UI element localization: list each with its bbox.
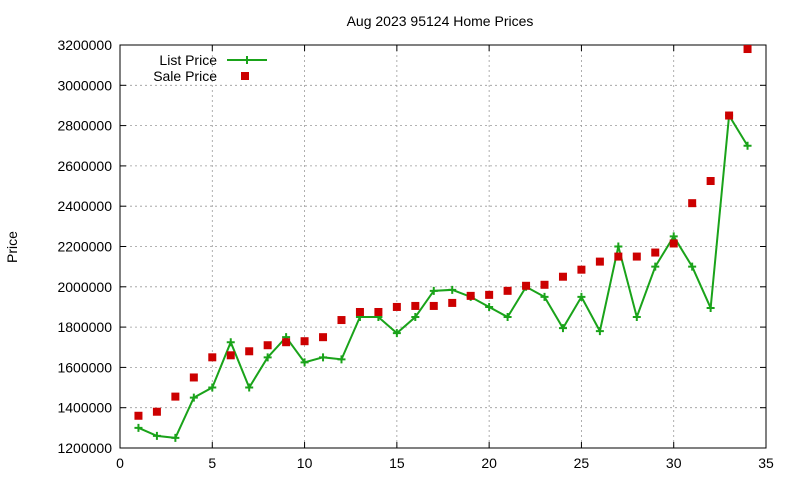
y-tick-label: 2600000 — [57, 158, 112, 174]
sale-price-point — [503, 286, 512, 295]
list-price-point — [743, 141, 752, 150]
y-tick-label: 2800000 — [57, 118, 112, 134]
chart-title: Aug 2023 95124 Home Prices — [347, 13, 534, 29]
sale-price-point — [134, 411, 143, 420]
x-tick-label: 15 — [389, 455, 405, 471]
list-price-point — [189, 393, 198, 402]
y-tick-label: 3000000 — [57, 77, 112, 93]
sale-price-point — [263, 341, 272, 350]
sale-price-point — [688, 199, 697, 208]
y-tick-label: 2400000 — [57, 198, 112, 214]
y-tick-label: 2000000 — [57, 279, 112, 295]
list-price-point — [208, 383, 217, 392]
sale-price-point — [540, 280, 549, 289]
legend-label: List Price — [159, 52, 217, 68]
sale-price-point — [337, 316, 346, 325]
x-tick-label: 35 — [758, 455, 774, 471]
x-tick-label: 10 — [297, 455, 313, 471]
list-price-point — [152, 431, 161, 440]
list-price-point — [614, 242, 623, 251]
x-axis-ticks: 0 5 10 15 20 25 30 35 — [116, 45, 774, 471]
sale-price-point — [614, 252, 623, 261]
list-price-point — [651, 262, 660, 271]
sale-price-point — [171, 392, 180, 401]
sale-price-point — [374, 307, 383, 316]
sale-price-point — [632, 252, 641, 261]
sale-price-point — [595, 257, 604, 266]
list-price-point — [706, 303, 715, 312]
sale-price-point — [577, 265, 586, 274]
x-tick-label: 30 — [666, 455, 682, 471]
list-price-point — [429, 286, 438, 295]
list-price-point — [448, 285, 457, 294]
grid-lines — [120, 45, 766, 448]
list-price-point — [485, 302, 494, 311]
series-1 — [134, 111, 752, 442]
sale-price-point — [485, 290, 494, 299]
y-tick-label: 1600000 — [57, 359, 112, 375]
sale-price-point — [392, 302, 401, 311]
y-tick-label: 1200000 — [57, 440, 112, 456]
x-tick-label: 0 — [116, 455, 124, 471]
sale-price-point — [706, 177, 715, 186]
list-price-point — [503, 313, 512, 322]
sale-price-point — [189, 373, 198, 382]
list-price-line — [138, 112, 749, 439]
list-price-point — [245, 383, 254, 392]
series-layer — [134, 45, 752, 442]
list-price-point — [632, 313, 641, 322]
sale-price-point — [300, 337, 309, 346]
list-price-point — [669, 232, 678, 241]
list-price-point — [319, 353, 328, 362]
sale-price-point — [558, 272, 567, 281]
sale-price-point — [522, 281, 531, 290]
sale-price-point — [411, 301, 420, 310]
sale-price-point — [152, 407, 161, 416]
sale-price-point — [466, 291, 475, 300]
list-price-point — [392, 329, 401, 338]
y-tick-label: 3200000 — [57, 37, 112, 53]
sale-price-point — [669, 239, 678, 248]
y-axis-label: Price — [4, 231, 20, 263]
sale-price-point — [743, 45, 752, 54]
sale-price-point — [226, 351, 235, 360]
list-price-point — [134, 423, 143, 432]
sale-price-point — [208, 353, 217, 362]
sale-price-point — [651, 248, 660, 257]
sale-price-point — [319, 333, 328, 342]
series-2 — [134, 45, 752, 420]
sale-price-point — [355, 307, 364, 316]
sale-price-point — [725, 111, 734, 120]
sale-price-point — [429, 301, 438, 310]
list-price-point — [595, 327, 604, 336]
y-tick-label: 1400000 — [57, 400, 112, 416]
x-tick-label: 20 — [481, 455, 497, 471]
sale-price-point — [245, 347, 254, 356]
list-price-point — [411, 313, 420, 322]
list-price-point — [558, 324, 567, 333]
legend-swatch-plus — [243, 56, 251, 64]
list-price-point — [577, 292, 586, 301]
list-price-point — [337, 355, 346, 364]
sale-price-point — [448, 298, 457, 307]
x-tick-label: 25 — [574, 455, 590, 471]
legend-label: Sale Price — [153, 68, 217, 84]
list-price-point — [263, 353, 272, 362]
y-tick-label: 2200000 — [57, 239, 112, 255]
list-price-point — [226, 338, 235, 347]
list-price-point — [300, 358, 309, 367]
list-price-point — [171, 433, 180, 442]
list-price-point — [688, 262, 697, 271]
list-price-point — [540, 292, 549, 301]
legend-swatch-square — [241, 72, 249, 80]
sale-price-point — [282, 338, 291, 347]
y-axis-ticks: 1200000 1400000 1600000 1800000 2000000 22000… — [57, 37, 766, 456]
x-tick-label: 5 — [208, 455, 216, 471]
y-tick-label: 1800000 — [57, 319, 112, 335]
